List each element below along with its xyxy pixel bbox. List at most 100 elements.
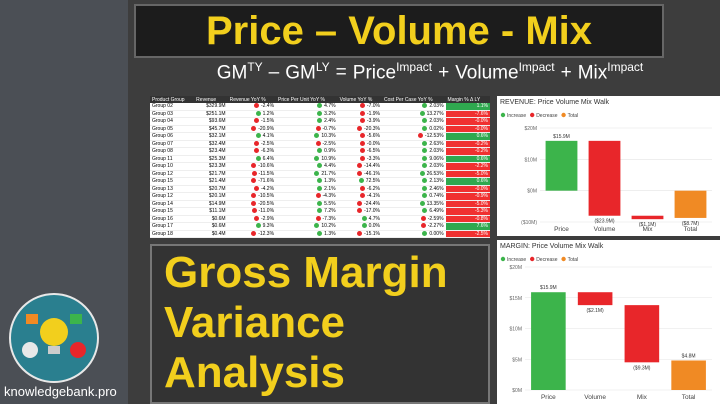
legend-swatch — [529, 256, 535, 262]
table-cell: $11.1M — [194, 207, 228, 216]
table-cell: 1.3% — [276, 177, 338, 186]
table-cell: -7.3% — [276, 215, 338, 223]
table-cell: -14.4% — [337, 162, 382, 171]
cell-text: -2.9% — [260, 215, 275, 222]
legend-swatch — [500, 112, 506, 118]
status-dot — [359, 193, 365, 199]
cell-text: -2.27% — [427, 223, 444, 229]
formula: GMTY – GMLY = PriceImpact + VolumeImpact + MixIm… — [140, 60, 720, 84]
x-tick-label: Volume — [594, 226, 616, 233]
table-cell: -24.4% — [337, 200, 382, 208]
status-dot — [317, 163, 323, 169]
legend-label: Total — [568, 113, 579, 119]
cell-text: 0.6% — [476, 155, 488, 162]
cell-text: -10.6% — [258, 163, 275, 169]
status-dot — [315, 140, 321, 146]
status-dot — [251, 178, 257, 184]
table-cell: Group 15 — [150, 207, 195, 216]
status-dot — [253, 185, 259, 191]
cell-text: $20.1M — [208, 193, 226, 199]
cell-text: -0.9% — [474, 193, 488, 199]
cell-text: Group 13 — [152, 185, 173, 192]
status-dot — [314, 155, 320, 161]
table-cell: 10.2% — [276, 222, 338, 231]
table-cell: 2.03% — [381, 117, 446, 126]
table-cell: 2.03% — [381, 147, 446, 156]
cell-text: -5.6% — [366, 133, 380, 139]
table-row: Group 06 $32.1M 4.1% 10.3% -5.6% -12.53% 0.6% — [150, 132, 490, 141]
table-cell: 0.0% — [337, 222, 382, 231]
table-cell: -7.6% — [445, 110, 490, 118]
cell-text: $251.1M — [206, 110, 226, 117]
table-cell: 4.7% — [337, 215, 382, 223]
table-row: Group 08 $23.4M -6.3% 0.9% -6.5% 2.03% -0.2% — [150, 147, 490, 156]
table-cell: 2.1% — [276, 185, 338, 193]
table-row: Group 16 $0.6M -2.9% -7.3% 4.7% -2.59% -0.8% — [150, 215, 490, 223]
legend-label: Total — [568, 257, 579, 263]
status-dot — [253, 148, 259, 154]
cell-text: 10.3% — [321, 133, 336, 139]
status-dot — [317, 178, 323, 184]
cell-text: 9.3% — [262, 223, 275, 229]
cell-text: Group 12 — [152, 170, 173, 177]
status-dot — [422, 140, 428, 146]
status-dot — [314, 170, 320, 176]
table-cell: -5.0% — [445, 200, 490, 208]
bar — [624, 305, 660, 363]
status-dot — [357, 170, 363, 176]
table-cell: $45.7M — [194, 125, 228, 133]
cell-text: 2.4% — [324, 118, 336, 124]
table-cell: Total — [150, 237, 195, 238]
table-row: Group 10 $23.3M -10.6% 4.4% -14.4% 2.03% -2.2% — [150, 162, 490, 171]
cell-text: $0.4M — [211, 230, 226, 237]
table-cell: Group 14 — [150, 200, 195, 208]
cell-text: $14.9M — [208, 200, 226, 207]
table-cell: -10.5% — [227, 192, 277, 201]
table-cell: $0.6M — [194, 215, 228, 223]
table-cell: -2.59% — [381, 215, 446, 223]
cell-text: 26.53% — [426, 170, 444, 177]
status-dot — [251, 125, 257, 131]
cell-text: -11.0% — [258, 208, 275, 214]
cell-text: 0.0% — [368, 223, 380, 229]
table-cell: $329.9M — [194, 103, 228, 111]
superscript: Impact — [396, 60, 433, 74]
cell-text: -71.6% — [258, 178, 275, 184]
table-cell: -11.5% — [227, 170, 277, 178]
cell-text: 1.3% — [324, 230, 336, 237]
table-cell: -6.2% — [337, 185, 382, 193]
x-tick-label: Price — [541, 394, 556, 401]
cell-text: Group 11 — [152, 155, 173, 162]
table-cell: Group 07 — [150, 140, 195, 148]
table-cell: $25.3M — [194, 155, 228, 163]
cell-text: 2.1% — [324, 185, 336, 192]
table-cell: Group 12 — [150, 192, 195, 201]
table-row: Group 14 $14.9M -20.5% 5.5% -24.4% 13.35% -5.0… — [150, 200, 490, 208]
operator: + — [438, 62, 450, 84]
table-cell: 2.13% — [381, 177, 446, 186]
table-cell: -0.2% — [445, 147, 490, 156]
table-cell: $251.1M — [194, 110, 228, 118]
term: Price — [352, 62, 397, 84]
cell-text: -24.4% — [364, 200, 380, 207]
y-tick-label: $20M — [509, 265, 522, 271]
status-dot — [315, 193, 321, 199]
y-tick-label: $5M — [512, 357, 522, 363]
cell-text: 4.7% — [368, 215, 380, 222]
status-dot — [315, 215, 321, 221]
cell-text: -0.8% — [474, 215, 488, 222]
status-dot — [314, 133, 320, 139]
table-row: Group 15 $21.4M -71.6% 1.3% 72.5% 2.13% 0.6% — [150, 177, 490, 186]
table-cell: -12.53% — [381, 132, 446, 141]
table-cell: -71.6% — [227, 177, 277, 186]
table-cell: -0.8% — [445, 215, 490, 223]
table-cell: 13.35% — [381, 200, 446, 208]
table-cell: -4.2% — [227, 185, 277, 193]
cell-text: -3.3% — [366, 155, 380, 162]
status-dot — [357, 163, 363, 169]
banner-line: Variance — [164, 298, 346, 347]
legend-swatch — [529, 112, 535, 118]
table-cell: 0.9% — [276, 147, 338, 156]
cell-text: 6.49% — [429, 208, 444, 214]
